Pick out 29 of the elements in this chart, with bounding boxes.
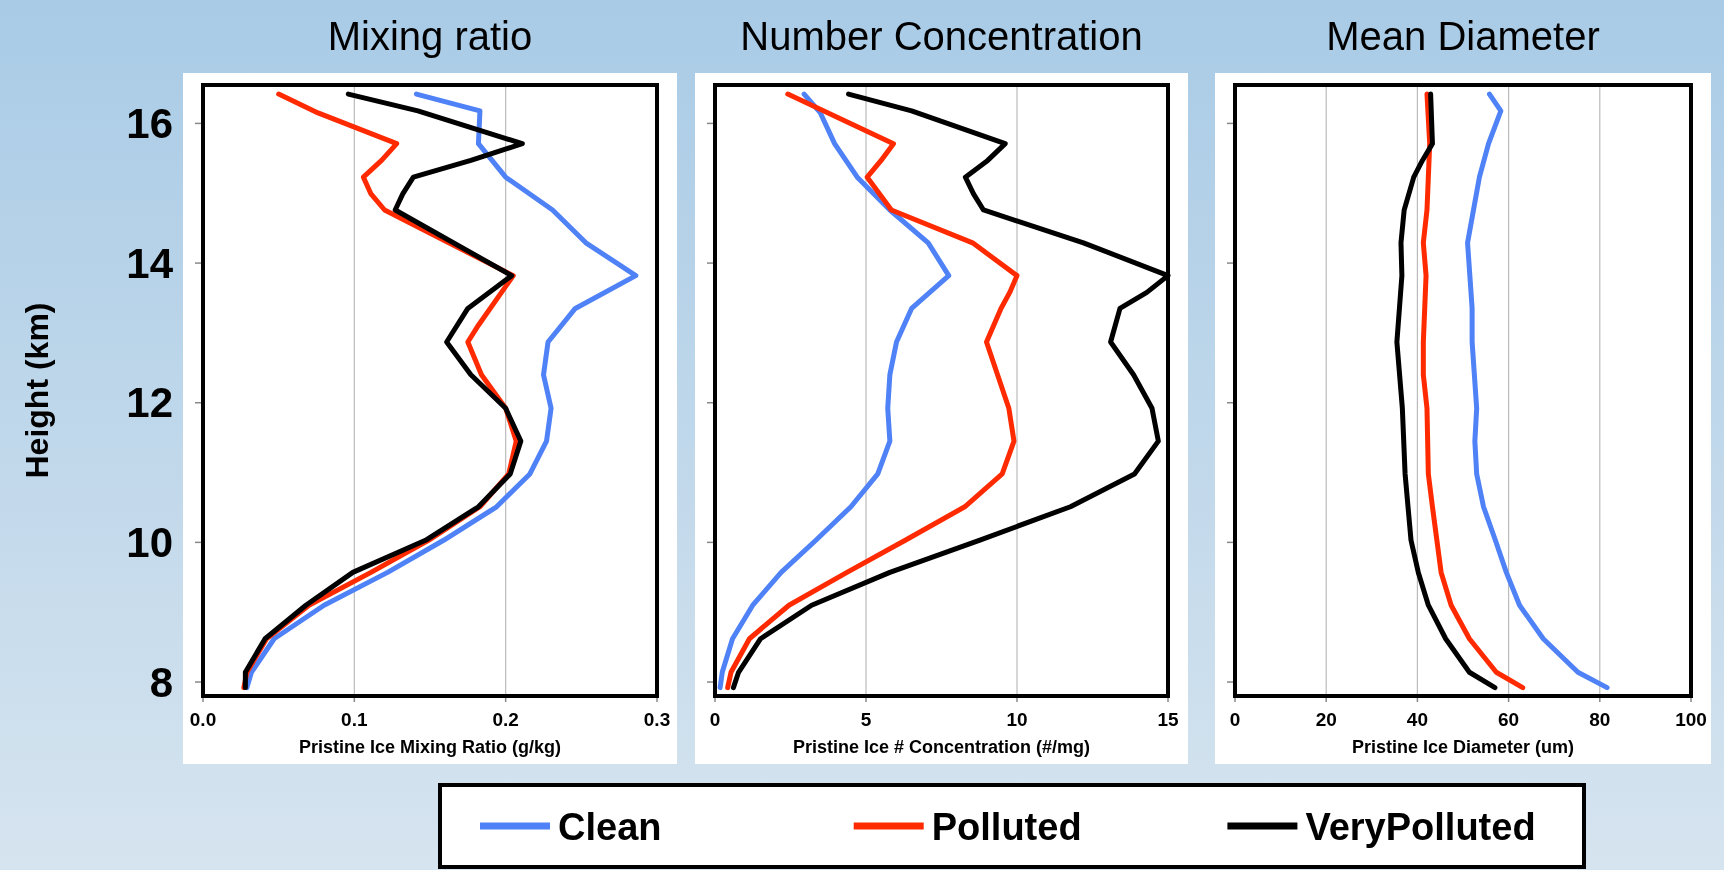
chart-title: Mean Diameter — [1326, 14, 1600, 58]
y-tick-label: 12 — [126, 379, 173, 427]
y-tick-label: 14 — [126, 239, 174, 287]
x-tick-label: 20 — [1315, 709, 1337, 730]
legend-label: VeryPolluted — [1305, 805, 1536, 848]
x-tick-label: 0.2 — [492, 709, 519, 730]
chart-title: Mixing ratio — [327, 14, 533, 58]
y-tick-label: 16 — [126, 100, 173, 148]
x-tick-label: 5 — [860, 709, 872, 730]
x-axis-title: Pristine Ice Mixing Ratio (g/kg) — [298, 737, 562, 757]
x-tick-label: 80 — [1589, 709, 1611, 730]
x-tick-label: 10 — [1006, 709, 1028, 730]
y-tick-label: 8 — [149, 658, 173, 706]
x-tick-label: 0 — [709, 709, 721, 730]
x-tick-label: 15 — [1157, 709, 1179, 730]
legend-label: Polluted — [931, 805, 1082, 848]
x-tick-label: 60 — [1498, 709, 1520, 730]
x-tick-label: 0.3 — [643, 709, 671, 730]
x-axis-title: Pristine Ice Diameter (um) — [1351, 737, 1575, 757]
x-tick-label: 100 — [1675, 709, 1707, 730]
legend-label: Clean — [558, 805, 662, 848]
x-tick-label: 0.0 — [189, 709, 217, 730]
y-tick-label: 10 — [126, 519, 173, 567]
x-tick-label: 0.1 — [341, 709, 368, 730]
y-axis-title: Height (km) — [19, 302, 55, 479]
x-tick-label: 0 — [1229, 709, 1241, 730]
chart-title: Number Concentration — [740, 14, 1143, 58]
x-tick-label: 40 — [1406, 709, 1428, 730]
x-axis-title: Pristine Ice # Concentration (#/mg) — [792, 737, 1091, 757]
